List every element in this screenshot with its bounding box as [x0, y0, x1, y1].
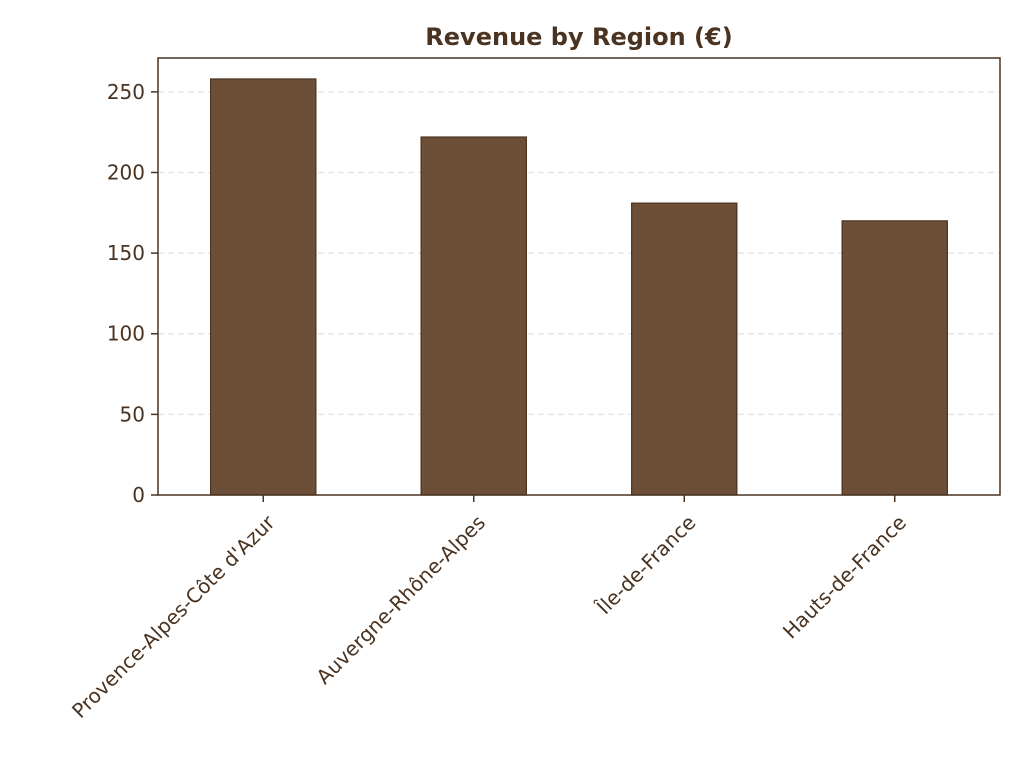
x-tick-label: Hauts-de-France	[778, 510, 911, 643]
chart-title: Revenue by Region (€)	[425, 23, 732, 51]
y-tick-label: 250	[107, 80, 145, 104]
y-tick-label: 0	[132, 483, 145, 507]
y-tick-label: 50	[120, 402, 145, 426]
x-tick-label: Auvergne-Rhône-Alpes	[311, 510, 490, 689]
y-tick-label: 200	[107, 160, 145, 184]
bar	[210, 78, 317, 496]
y-axis: 0 50 100 150 200 250	[107, 80, 158, 507]
x-axis: Provence-Alpes-Côte d'Azur Auvergne-Rhône…	[67, 495, 911, 723]
y-tick-label: 150	[107, 241, 145, 265]
y-tick-label: 100	[107, 322, 145, 346]
bar	[420, 136, 527, 496]
bars	[210, 78, 948, 496]
bar	[631, 202, 738, 496]
x-tick-label: Île-de-France	[591, 510, 700, 619]
plot-frame	[157, 57, 1001, 496]
x-tick-label: Provence-Alpes-Côte d'Azur	[67, 510, 280, 723]
bar	[841, 220, 948, 496]
